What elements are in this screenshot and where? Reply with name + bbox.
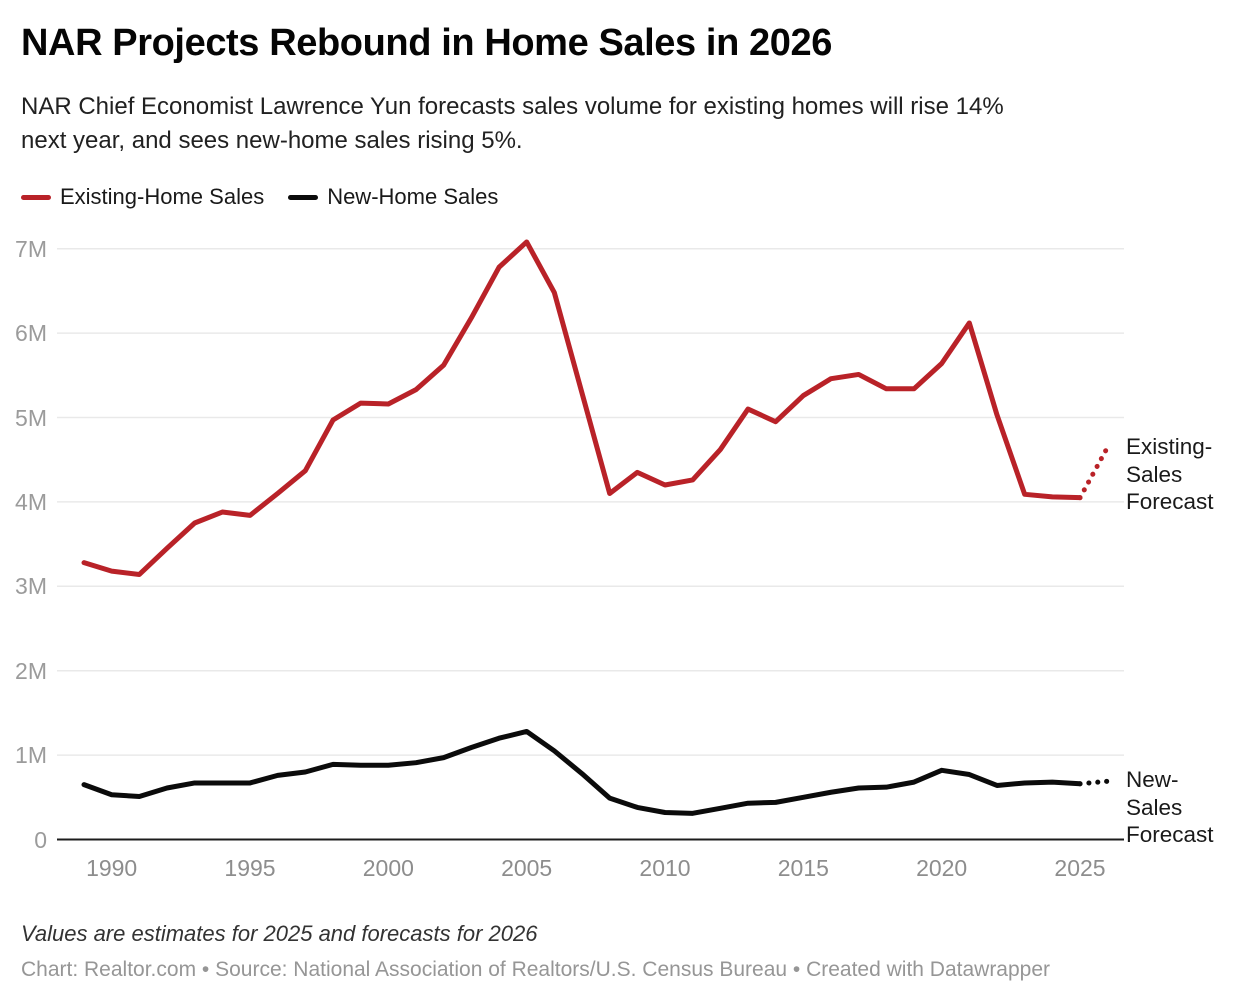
new-home-sales-swatch-icon xyxy=(288,194,319,200)
x-tick-label: 2000 xyxy=(362,855,414,881)
existing-home-sales-swatch-icon xyxy=(21,194,51,200)
x-tick-label: 1995 xyxy=(224,855,276,881)
legend: Existing-Home Sales New-Home Sales xyxy=(21,184,498,210)
new-sales-forecast-label: New- Sales Forecast xyxy=(1126,766,1240,849)
subtitle-line: NAR Chief Economist Lawrence Yun forecas… xyxy=(21,93,1004,120)
y-tick-label: 4M xyxy=(15,488,47,515)
annotation-line: Forecast xyxy=(1126,489,1214,514)
chart-subtitle: NAR Chief Economist Lawrence Yun forecas… xyxy=(21,90,1004,158)
annotation-line: Existing- xyxy=(1126,434,1213,459)
y-tick-label: 0 xyxy=(34,826,47,853)
existing-home-sales-forecast-dotted-line xyxy=(1077,444,1111,501)
y-tick-label: 1M xyxy=(15,742,47,769)
x-tick-label: 2005 xyxy=(501,855,553,881)
new-home-sales-line xyxy=(81,728,1083,816)
y-tick-label: 2M xyxy=(15,657,47,684)
x-tick-label: 2020 xyxy=(916,855,968,881)
x-tick-label: 2015 xyxy=(777,855,829,881)
annotation-line: Sales xyxy=(1126,794,1183,820)
y-tick-label: 7M xyxy=(15,235,47,262)
legend-label: Existing-Home Sales xyxy=(60,184,265,209)
new-home-sales-forecast-dotted-line xyxy=(1077,778,1111,787)
annotation-line: Sales xyxy=(1126,461,1183,487)
chart-credits: Chart: Realtor.com • Source: National As… xyxy=(21,958,1051,981)
legend-item-existing-home-sales: Existing-Home Sales xyxy=(21,184,264,210)
y-tick-label: 5M xyxy=(15,404,47,431)
x-tick-label: 2025 xyxy=(1054,855,1106,881)
legend-label: New-Home Sales xyxy=(327,184,499,209)
legend-item-new-home-sales: New-Home Sales xyxy=(288,184,498,210)
subtitle-line: next year, and sees new-home sales risin… xyxy=(21,127,523,154)
chart-note: Values are estimates for 2025 and foreca… xyxy=(21,921,538,946)
annotation-line: New- xyxy=(1126,767,1179,792)
annotation-line: Forecast xyxy=(1126,822,1214,847)
x-tick-label: 2010 xyxy=(639,855,691,881)
existing-home-sales-line xyxy=(81,239,1083,577)
y-tick-label: 6M xyxy=(15,320,47,347)
y-tick-label: 3M xyxy=(15,573,47,600)
existing-sales-forecast-label: Existing- Sales Forecast xyxy=(1126,433,1240,516)
x-tick-label: 1990 xyxy=(86,855,138,881)
chart-title: NAR Projects Rebound in Home Sales in 20… xyxy=(21,22,832,64)
